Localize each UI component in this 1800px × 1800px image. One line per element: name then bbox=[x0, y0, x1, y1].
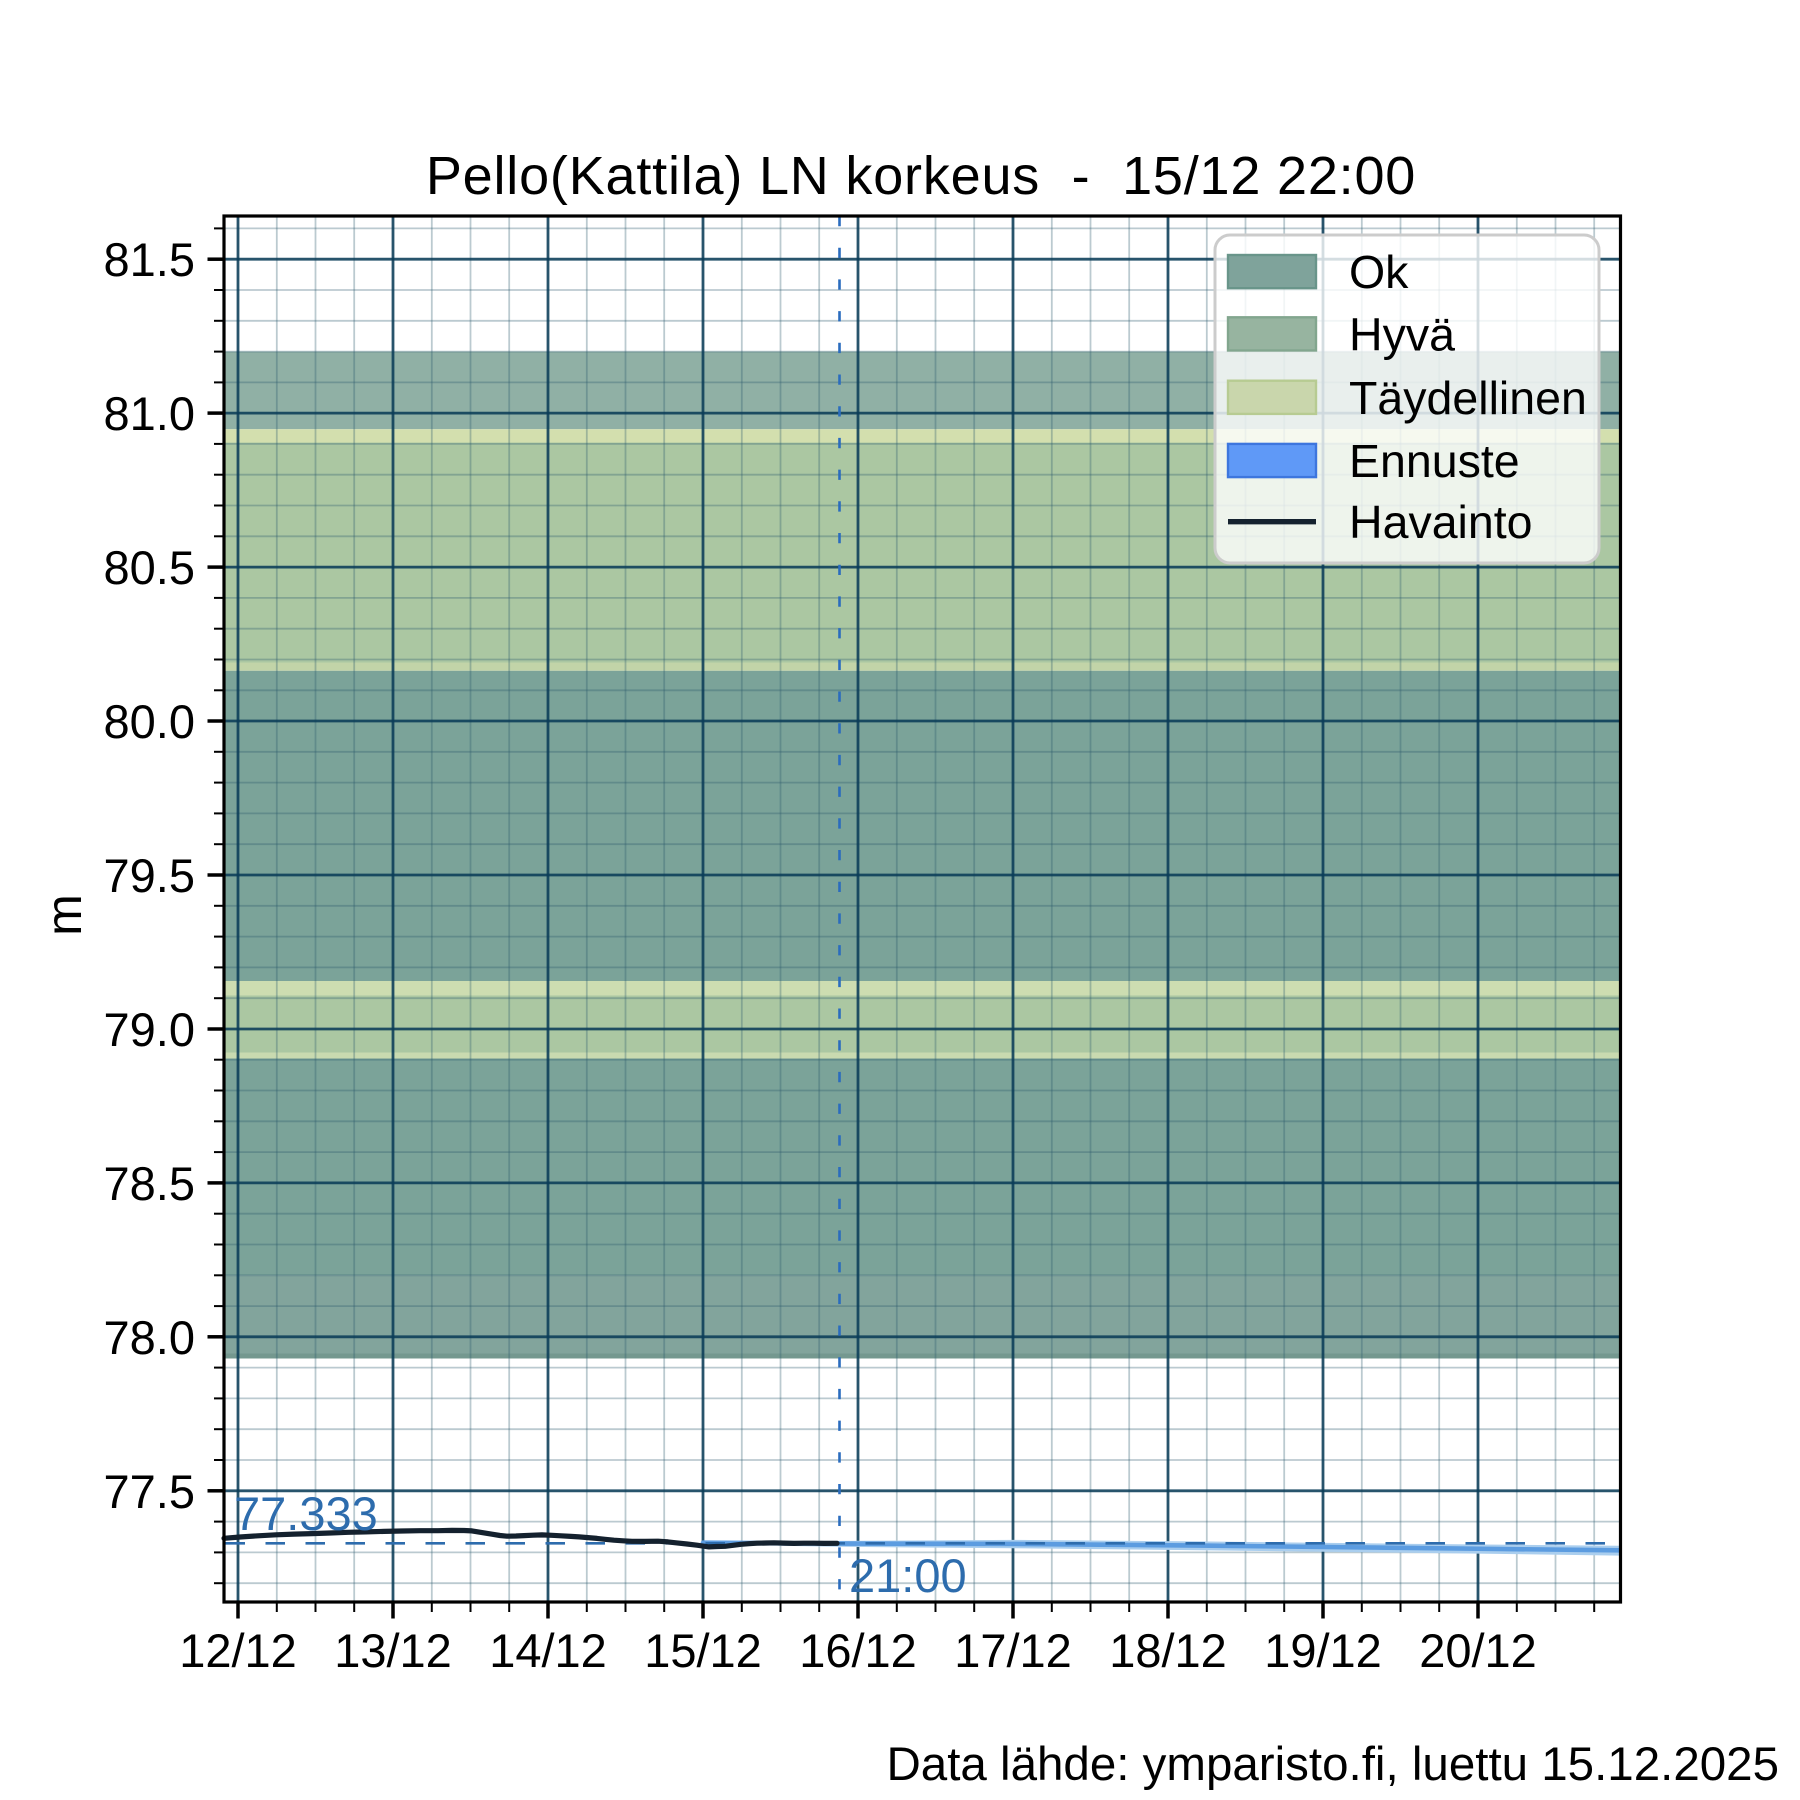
svg-text:78.0: 78.0 bbox=[104, 1311, 195, 1364]
svg-text:78.5: 78.5 bbox=[104, 1157, 195, 1210]
svg-text:18/12: 18/12 bbox=[1109, 1624, 1227, 1677]
svg-text:16/12: 16/12 bbox=[799, 1624, 917, 1677]
svg-text:80.0: 80.0 bbox=[104, 695, 195, 748]
svg-text:Ok: Ok bbox=[1349, 246, 1409, 298]
svg-text:Pello(Kattila) LN korkeus -: Pello(Kattila) LN korkeus - 15/12 22:00 bbox=[426, 146, 1416, 206]
svg-text:19/12: 19/12 bbox=[1264, 1624, 1382, 1677]
svg-text:79.5: 79.5 bbox=[104, 849, 195, 902]
svg-text:Täydellinen: Täydellinen bbox=[1349, 372, 1587, 424]
svg-text:13/12: 13/12 bbox=[334, 1624, 452, 1677]
svg-text:15/12: 15/12 bbox=[644, 1624, 762, 1677]
svg-text:20/12: 20/12 bbox=[1419, 1624, 1537, 1677]
svg-text:81.0: 81.0 bbox=[104, 387, 195, 440]
svg-text:21:00: 21:00 bbox=[849, 1549, 967, 1602]
svg-text:80.5: 80.5 bbox=[104, 541, 195, 594]
svg-text:Hyvä: Hyvä bbox=[1349, 308, 1455, 360]
svg-text:m: m bbox=[36, 894, 92, 936]
svg-text:Data lähde: ymparisto.fi, luet: Data lähde: ymparisto.fi, luettu 15.12.2… bbox=[886, 1738, 1779, 1791]
svg-text:12/12: 12/12 bbox=[179, 1624, 297, 1677]
svg-text:Ennuste: Ennuste bbox=[1349, 435, 1520, 487]
svg-text:Havainto: Havainto bbox=[1349, 496, 1533, 548]
svg-text:81.5: 81.5 bbox=[104, 233, 195, 286]
svg-text:14/12: 14/12 bbox=[489, 1624, 607, 1677]
svg-text:79.0: 79.0 bbox=[104, 1003, 195, 1056]
svg-text:17/12: 17/12 bbox=[954, 1624, 1072, 1677]
svg-text:77.5: 77.5 bbox=[104, 1465, 195, 1518]
svg-text:77.333: 77.333 bbox=[234, 1487, 378, 1540]
